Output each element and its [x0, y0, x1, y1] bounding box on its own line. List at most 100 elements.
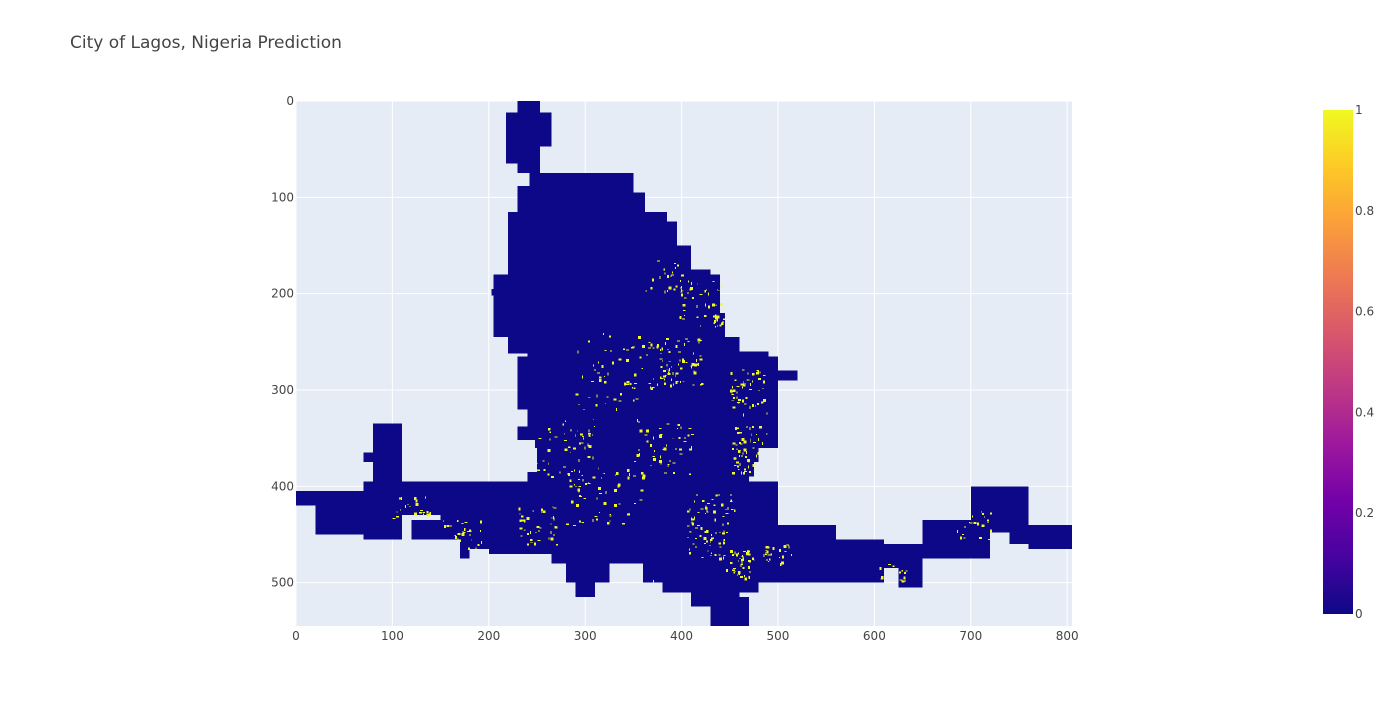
class-1-cell — [743, 448, 747, 452]
class-1-cell — [577, 350, 579, 354]
class-1-cell — [722, 321, 725, 323]
class-1-cell — [723, 555, 726, 557]
class-1-cell — [673, 262, 676, 264]
class-1-cell — [629, 383, 632, 386]
class-1-cell — [518, 507, 521, 511]
class-1-cell — [659, 459, 663, 463]
class-1-cell — [714, 314, 717, 318]
class-1-cell — [576, 503, 579, 507]
class-1-cell — [700, 325, 702, 327]
class-1-cell — [664, 272, 666, 275]
class-1-cell — [750, 440, 752, 443]
class-0-cell — [517, 101, 540, 113]
class-1-cell — [733, 571, 736, 574]
class-1-cell — [756, 370, 758, 371]
class-1-cell — [709, 545, 711, 546]
class-1-cell — [694, 546, 697, 548]
class-1-cell — [742, 557, 744, 560]
class-1-cell — [667, 371, 670, 374]
class-1-cell — [524, 529, 526, 531]
class-1-cell — [714, 553, 717, 556]
x-tick-label: 700 — [959, 629, 982, 643]
class-1-cell — [559, 471, 561, 474]
class-1-cell — [659, 433, 663, 435]
class-1-cell — [587, 455, 591, 458]
class-1-cell — [618, 358, 622, 361]
class-1-cell — [746, 552, 748, 556]
class-1-cell — [710, 555, 712, 556]
class-1-cell — [615, 472, 619, 475]
class-1-cell — [686, 510, 690, 513]
class-1-cell — [747, 553, 751, 556]
class-1-cell — [534, 532, 537, 534]
class-1-cell — [905, 570, 908, 572]
class-1-cell — [540, 511, 542, 513]
class-0-cell — [506, 112, 552, 147]
class-1-cell — [714, 518, 717, 522]
class-1-cell — [736, 391, 738, 394]
class-1-cell — [737, 399, 741, 402]
class-1-cell — [683, 315, 685, 317]
class-1-cell — [481, 540, 483, 544]
class-1-cell — [682, 358, 684, 361]
class-1-cell — [739, 442, 741, 445]
class-1-cell — [608, 335, 611, 338]
class-1-cell — [554, 526, 558, 529]
class-1-cell — [663, 375, 666, 378]
colorbar-tick-label: 0.4 — [1355, 405, 1374, 419]
class-1-cell — [743, 380, 745, 382]
class-1-cell — [681, 274, 684, 277]
class-1-cell — [609, 520, 611, 522]
class-1-cell — [704, 506, 708, 510]
class-1-cell — [644, 434, 648, 436]
class-1-cell — [599, 511, 600, 513]
class-1-cell — [747, 550, 751, 553]
class-1-cell — [415, 503, 419, 507]
class-1-cell — [616, 407, 618, 411]
class-1-cell — [764, 552, 768, 554]
class-1-cell — [736, 396, 738, 400]
class-1-cell — [742, 452, 744, 455]
class-1-cell — [983, 516, 985, 518]
class-1-cell — [598, 376, 602, 379]
class-1-cell — [715, 325, 716, 328]
class-1-cell — [672, 271, 674, 274]
class-1-cell — [701, 499, 705, 502]
class-1-cell — [464, 521, 468, 523]
class-1-cell — [770, 553, 773, 556]
class-1-cell — [614, 474, 616, 476]
class-1-cell — [675, 345, 678, 348]
class-1-cell — [746, 379, 750, 381]
class-1-cell — [542, 460, 545, 462]
class-1-cell — [781, 561, 785, 565]
class-1-cell — [684, 342, 686, 346]
class-1-cell — [700, 508, 704, 510]
class-1-cell — [788, 545, 790, 549]
class-1-cell — [429, 511, 432, 515]
class-1-cell — [899, 579, 903, 581]
class-1-cell — [661, 347, 664, 351]
class-1-cell — [733, 509, 736, 513]
class-1-cell — [968, 522, 970, 524]
class-1-cell — [623, 348, 626, 351]
class-1-cell — [768, 558, 771, 561]
class-1-cell — [901, 569, 904, 572]
class-1-cell — [553, 517, 555, 521]
class-1-cell — [731, 448, 734, 451]
class-1-cell — [691, 521, 693, 525]
class-1-cell — [550, 537, 554, 541]
class-1-cell — [766, 550, 769, 554]
class-0-cell — [835, 539, 885, 583]
class-1-cell — [578, 403, 580, 405]
chart-title: City of Lagos, Nigeria Prediction — [70, 33, 342, 53]
class-1-cell — [705, 513, 706, 515]
class-1-cell — [547, 449, 551, 453]
class-1-cell — [765, 559, 768, 561]
class-1-cell — [589, 435, 591, 437]
class-1-cell — [539, 527, 542, 529]
class-1-cell — [763, 553, 765, 557]
class-1-cell — [659, 358, 663, 360]
class-0-cell — [491, 288, 499, 296]
class-1-cell — [749, 405, 751, 409]
